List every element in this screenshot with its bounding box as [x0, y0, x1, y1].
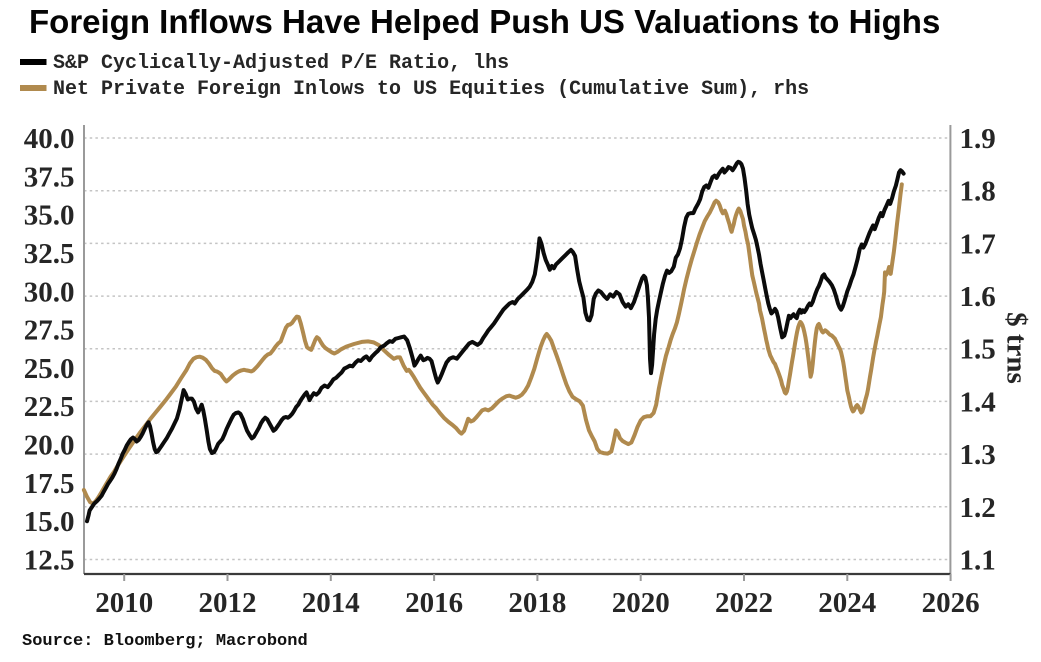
svg-text:2016: 2016: [405, 587, 463, 619]
svg-text:2024: 2024: [818, 587, 876, 619]
svg-text:30.0: 30.0: [24, 276, 75, 308]
svg-text:1.4: 1.4: [960, 386, 996, 418]
svg-text:25.0: 25.0: [24, 353, 75, 385]
svg-text:2026: 2026: [922, 587, 980, 619]
svg-text:32.5: 32.5: [24, 238, 75, 270]
svg-text:1.1: 1.1: [960, 545, 996, 577]
svg-text:$ trns: $ trns: [1000, 312, 1032, 384]
svg-text:37.5: 37.5: [24, 161, 75, 193]
svg-text:Source: Bloomberg; Macrobond: Source: Bloomberg; Macrobond: [22, 632, 308, 651]
svg-text:2014: 2014: [302, 587, 360, 619]
svg-text:Net Private Foreign Inlows to: Net Private Foreign Inlows to US Equitie…: [53, 78, 809, 101]
svg-text:1.8: 1.8: [960, 176, 996, 208]
svg-text:1.2: 1.2: [960, 492, 996, 524]
svg-text:S&P Cyclically-Adjusted P/E Ra: S&P Cyclically-Adjusted P/E Ratio, lhs: [53, 52, 509, 75]
svg-text:22.5: 22.5: [24, 391, 75, 423]
svg-text:1.7: 1.7: [960, 228, 996, 260]
svg-text:17.5: 17.5: [24, 468, 75, 500]
svg-text:2020: 2020: [612, 587, 670, 619]
svg-text:Foreign Inflows Have Helped Pu: Foreign Inflows Have Helped Push US Valu…: [29, 3, 940, 40]
svg-text:20.0: 20.0: [24, 430, 75, 462]
svg-text:1.5: 1.5: [960, 334, 996, 366]
svg-text:35.0: 35.0: [24, 200, 75, 232]
svg-text:12.5: 12.5: [24, 545, 75, 577]
svg-text:2022: 2022: [715, 587, 773, 619]
svg-text:2018: 2018: [508, 587, 566, 619]
svg-text:40.0: 40.0: [24, 123, 75, 155]
svg-text:1.3: 1.3: [960, 439, 996, 471]
svg-text:2010: 2010: [95, 587, 153, 619]
svg-text:27.5: 27.5: [24, 315, 75, 347]
svg-text:2012: 2012: [199, 587, 257, 619]
svg-text:1.6: 1.6: [960, 281, 996, 313]
svg-text:15.0: 15.0: [24, 506, 75, 538]
svg-text:1.9: 1.9: [960, 123, 996, 155]
